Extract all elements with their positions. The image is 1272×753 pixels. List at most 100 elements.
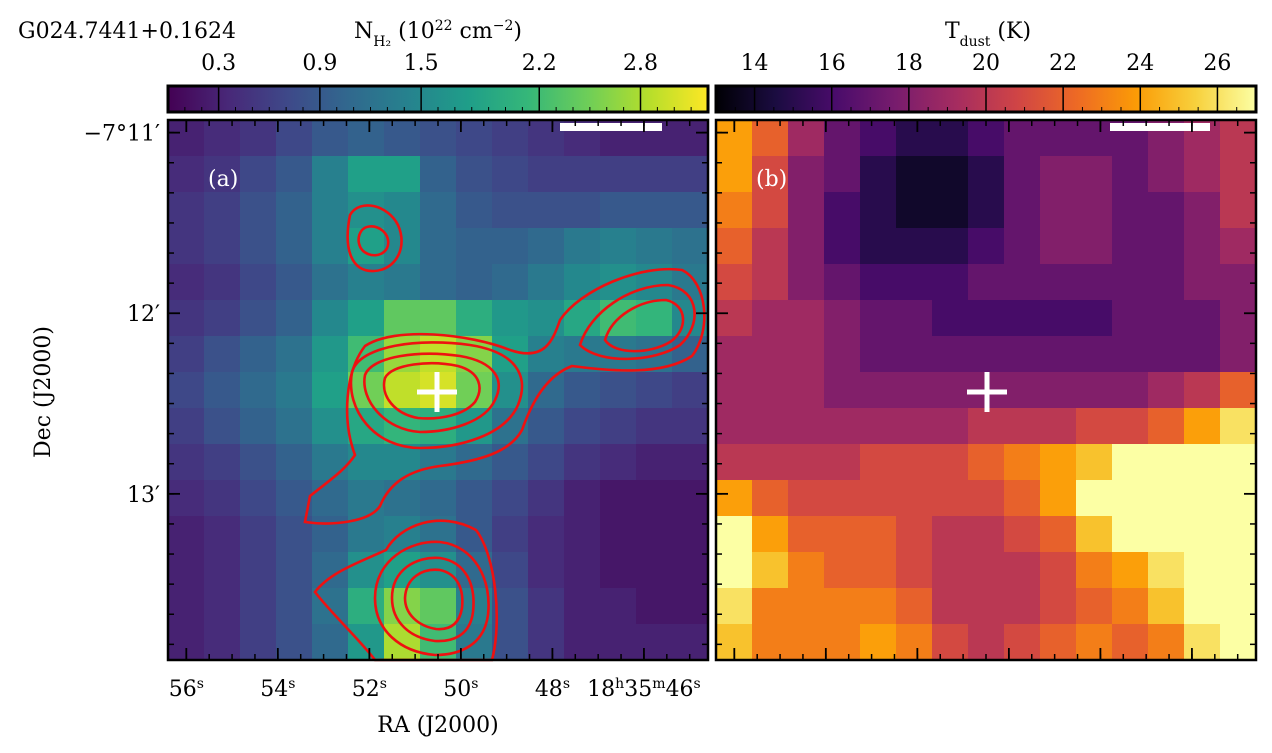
heatmap-cell	[752, 336, 789, 373]
heatmap-cell	[1220, 156, 1257, 193]
heatmap-cell	[716, 408, 753, 445]
heatmap-cell	[240, 228, 277, 265]
heatmap-cell	[204, 516, 241, 553]
heatmap-cell	[240, 444, 277, 481]
heatmap-cell	[1004, 336, 1041, 373]
heatmap-cell	[420, 264, 457, 301]
heatmap-cell	[1040, 444, 1077, 481]
heatmap-cell	[420, 480, 457, 517]
heatmap-cell	[752, 192, 789, 229]
heatmap-cell	[636, 228, 673, 265]
heatmap-cell	[1076, 264, 1113, 301]
heatmap-cell	[968, 408, 1005, 445]
heatmap-cell	[1004, 516, 1041, 553]
heatmap-cell	[1076, 120, 1113, 157]
heatmap-cell	[420, 228, 457, 265]
heatmap-cell	[168, 228, 205, 265]
heatmap-cell	[672, 228, 709, 265]
colorbar-tick-label: 2.8	[623, 51, 658, 76]
heatmap-cell	[348, 480, 385, 517]
heatmap-cell	[312, 444, 349, 481]
heatmap-cell	[276, 336, 313, 373]
heatmap-cell	[1076, 552, 1113, 589]
heatmap-cell	[1112, 156, 1149, 193]
colorbar-tick-label: 2.2	[522, 51, 557, 76]
heatmap-cell	[1076, 480, 1113, 517]
heatmap-cell	[716, 372, 753, 409]
heatmap-cell	[932, 300, 969, 337]
heatmap-cell	[896, 156, 933, 193]
heatmap-cell	[1220, 264, 1257, 301]
heatmap-cell	[276, 264, 313, 301]
heatmap-cell	[1220, 228, 1257, 265]
heatmap-cell	[528, 444, 565, 481]
heatmap-cell	[672, 480, 709, 517]
colorbar-tick-label: 0.3	[201, 51, 236, 76]
heatmap-cell	[896, 408, 933, 445]
heatmap-cell	[1076, 516, 1113, 553]
heatmap-cell	[168, 372, 205, 409]
contour	[390, 556, 475, 643]
label-part: H₂	[373, 34, 391, 50]
heatmap-cell	[600, 624, 637, 661]
heatmap-cell	[1112, 336, 1149, 373]
heatmap-cell	[824, 444, 861, 481]
heatmap-cell	[456, 192, 493, 229]
heatmap-cell	[636, 300, 673, 337]
colorbar-label: Tdust (K)	[945, 19, 1031, 50]
heatmap-cell	[492, 444, 529, 481]
heatmap-cell	[1040, 228, 1077, 265]
heatmap-cell	[896, 624, 933, 661]
heatmap-cell	[348, 156, 385, 193]
heatmap-cell	[276, 228, 313, 265]
heatmap-cell	[716, 516, 753, 553]
label-part: (10	[391, 19, 435, 44]
heatmap-cell	[1184, 516, 1221, 553]
heatmap-cell	[204, 480, 241, 517]
heatmap-cell	[1004, 228, 1041, 265]
heatmap-cell	[600, 264, 637, 301]
heatmap-cell	[824, 120, 861, 157]
heatmap-cell	[204, 120, 241, 157]
heatmap-cell	[600, 444, 637, 481]
heatmap-cell	[788, 516, 825, 553]
heatmap-cell	[1112, 624, 1149, 661]
heatmap-cell	[312, 192, 349, 229]
heatmap-cell	[168, 192, 205, 229]
heatmap-cell	[240, 300, 277, 337]
label-part: s	[471, 676, 478, 692]
heatmap-cell	[932, 516, 969, 553]
heatmap-cell	[528, 516, 565, 553]
heatmap-cell	[636, 408, 673, 445]
heatmap-cell	[528, 552, 565, 589]
heatmap-cell	[1220, 408, 1257, 445]
heatmap-cell	[348, 300, 385, 337]
x-tick-label: 56s	[169, 676, 204, 702]
heatmap-cell	[932, 120, 969, 157]
heatmap-cell	[824, 228, 861, 265]
heatmap-cell	[1040, 588, 1077, 625]
heatmap-cell	[788, 624, 825, 661]
heatmap-cell	[384, 444, 421, 481]
heatmap-cell	[240, 372, 277, 409]
heatmap-cell	[420, 408, 457, 445]
heatmap-cell	[1184, 156, 1221, 193]
heatmap-cell	[824, 480, 861, 517]
heatmap-cell	[384, 300, 421, 337]
x-tick-label: 18h35m46s	[587, 676, 701, 702]
heatmap-cell	[1184, 264, 1221, 301]
heatmap-cell	[1184, 552, 1221, 589]
heatmap-cell	[240, 120, 277, 157]
heatmap-cell	[312, 228, 349, 265]
heatmap-cell	[752, 408, 789, 445]
heatmap-cell	[312, 156, 349, 193]
label-part: s	[197, 676, 204, 692]
heatmap-cell	[1040, 264, 1077, 301]
heatmap-cell	[492, 156, 529, 193]
heatmap-cell	[1004, 156, 1041, 193]
heatmap-cell	[824, 372, 861, 409]
label-part: 48	[535, 677, 563, 702]
heatmap-cell	[1076, 444, 1113, 481]
heatmap-cell	[1076, 624, 1113, 661]
